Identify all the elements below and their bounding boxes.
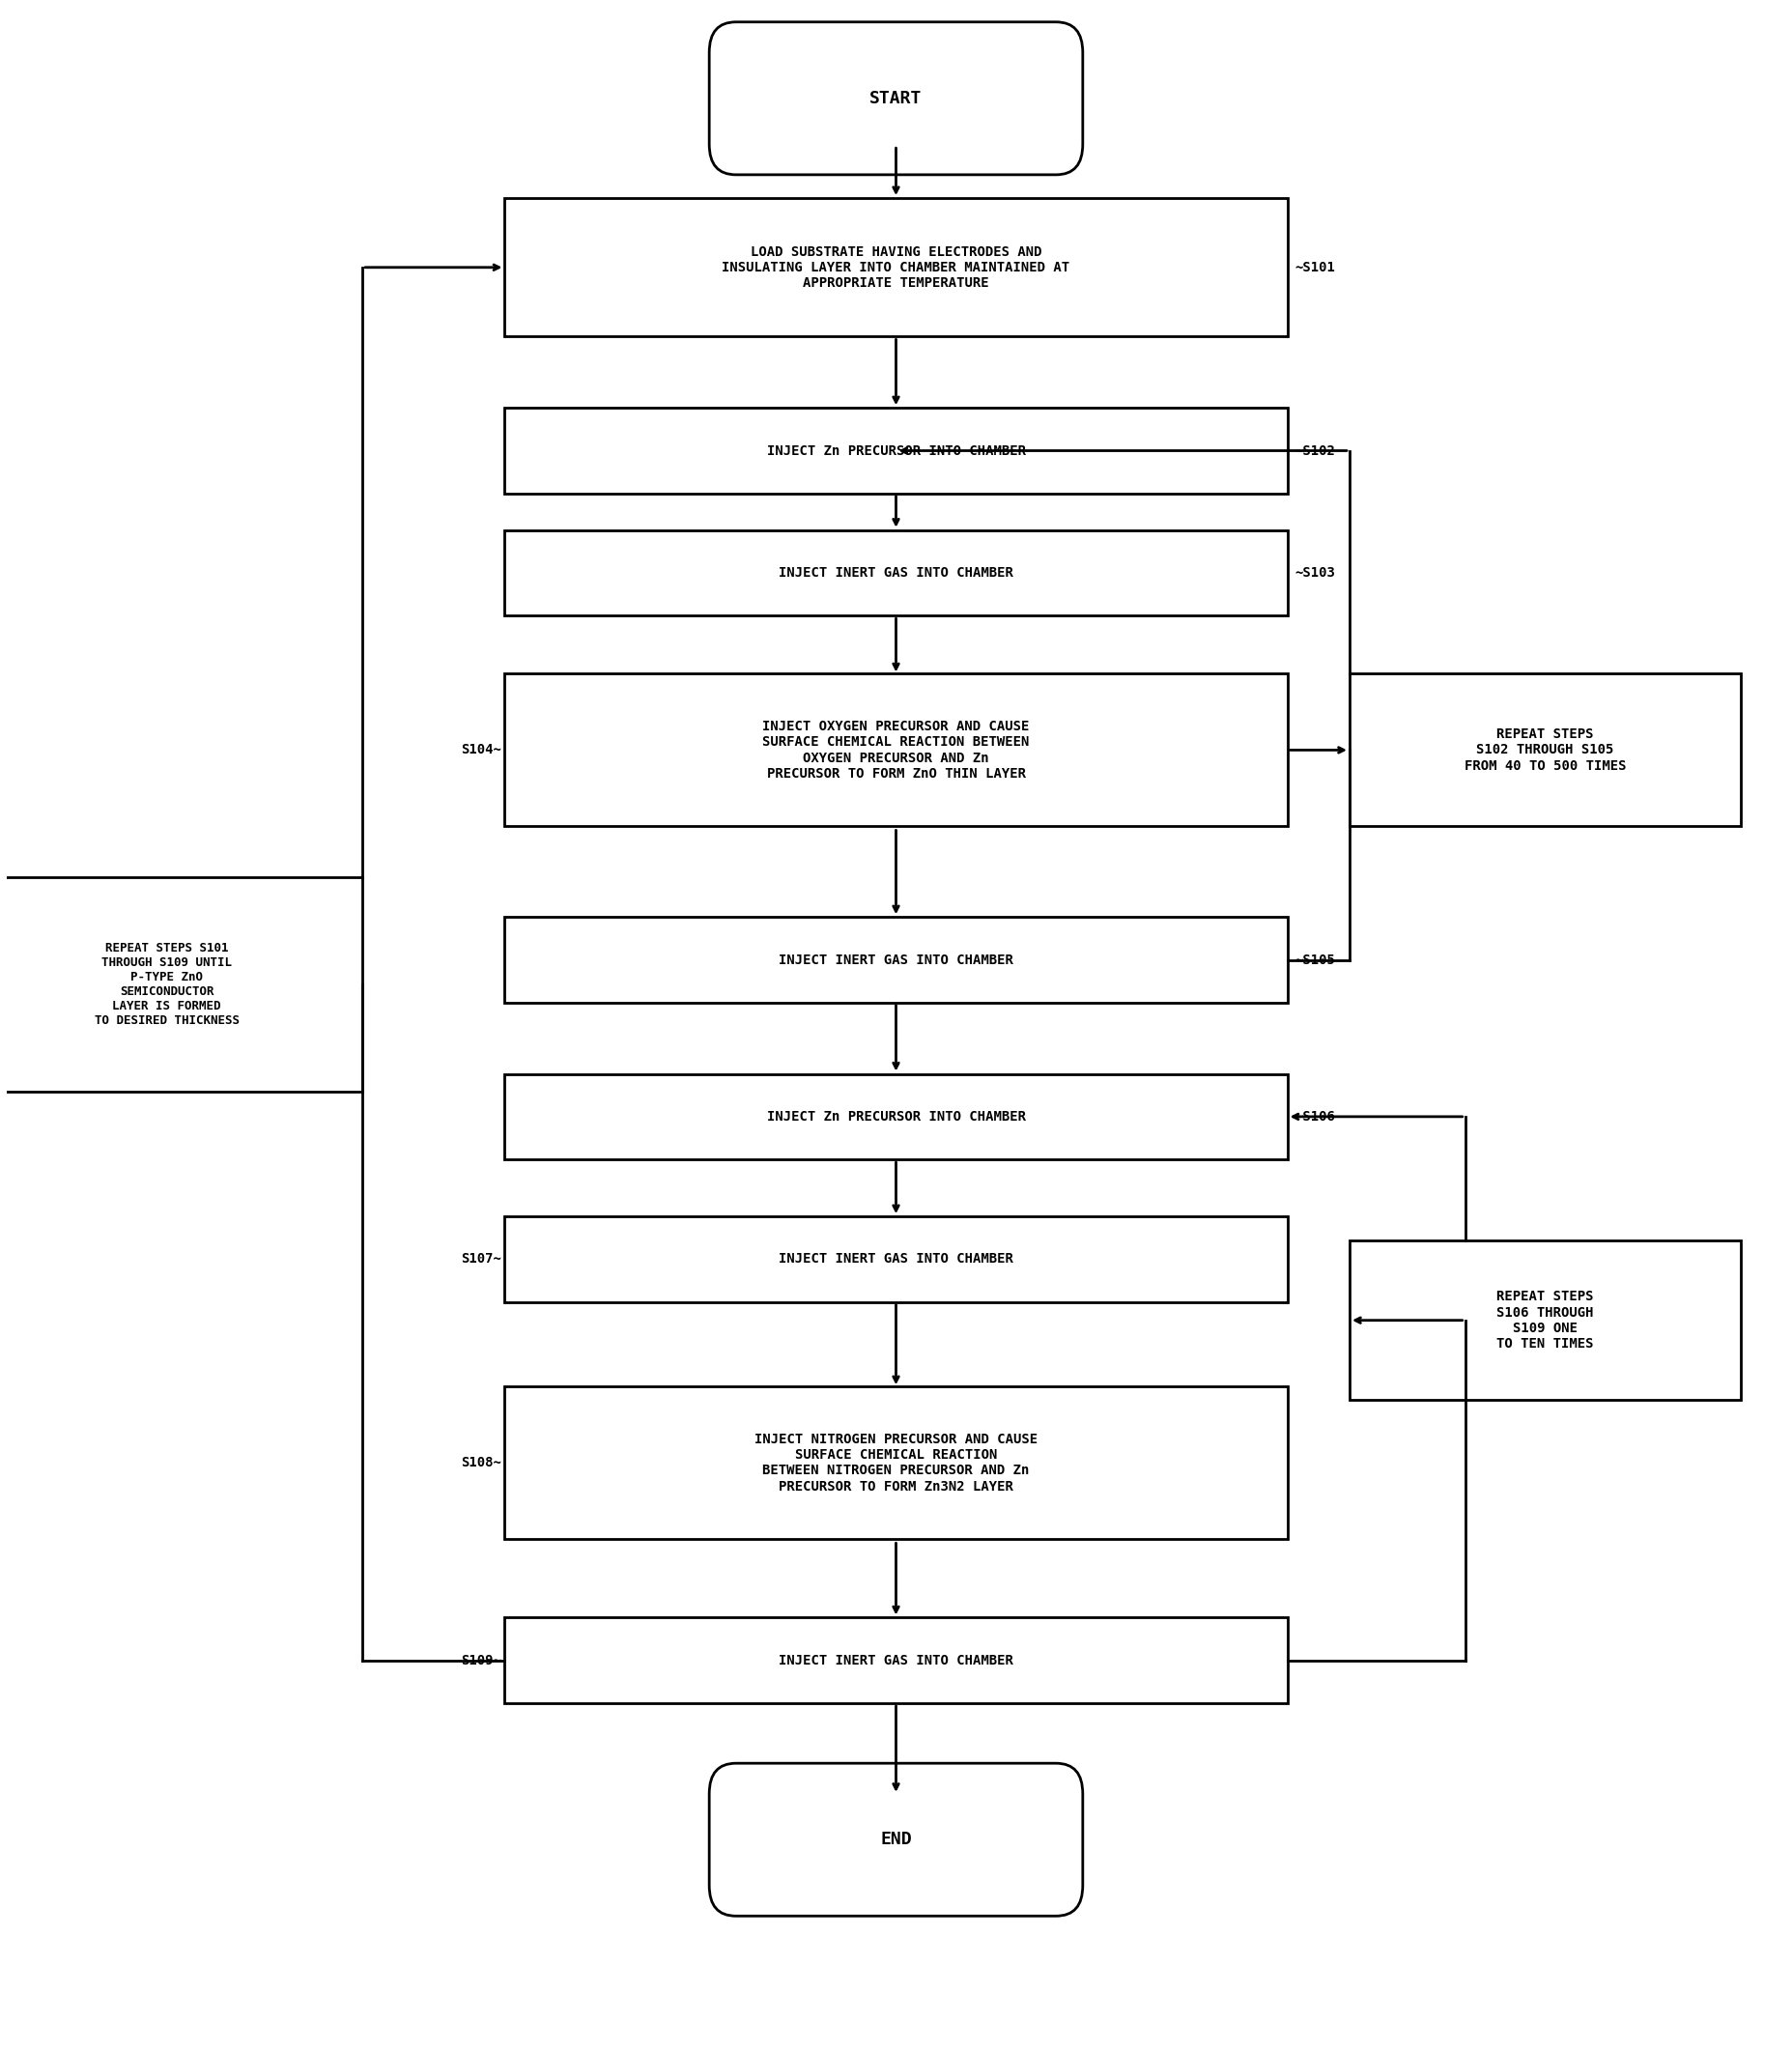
- FancyBboxPatch shape: [710, 23, 1082, 174]
- Text: INJECT INERT GAS INTO CHAMBER: INJECT INERT GAS INTO CHAMBER: [780, 953, 1012, 968]
- Text: REPEAT STEPS S101
THROUGH S109 UNTIL
P-TYPE ZnO
SEMICONDUCTOR
LAYER IS FORMED
TO: REPEAT STEPS S101 THROUGH S109 UNTIL P-T…: [95, 941, 240, 1027]
- Text: INJECT INERT GAS INTO CHAMBER: INJECT INERT GAS INTO CHAMBER: [780, 1253, 1012, 1267]
- Text: ~S105: ~S105: [1294, 953, 1335, 968]
- Bar: [505, 674, 1287, 826]
- Text: INJECT NITROGEN PRECURSOR AND CAUSE
SURFACE CHEMICAL REACTION
BETWEEN NITROGEN P: INJECT NITROGEN PRECURSOR AND CAUSE SURF…: [754, 1433, 1038, 1492]
- Bar: [0, 877, 362, 1091]
- Text: S108~: S108~: [461, 1456, 502, 1470]
- Bar: [505, 199, 1287, 336]
- Text: ~S106: ~S106: [1294, 1109, 1335, 1123]
- Bar: [505, 1386, 1287, 1540]
- Text: INJECT INERT GAS INTO CHAMBER: INJECT INERT GAS INTO CHAMBER: [780, 1654, 1012, 1667]
- Bar: [1349, 674, 1740, 826]
- Bar: [505, 531, 1287, 615]
- Text: S107~: S107~: [461, 1253, 502, 1267]
- Text: REPEAT STEPS
S102 THROUGH S105
FROM 40 TO 500 TIMES: REPEAT STEPS S102 THROUGH S105 FROM 40 T…: [1464, 728, 1625, 773]
- Bar: [1349, 1240, 1740, 1400]
- Text: ~S102: ~S102: [1294, 445, 1335, 457]
- Text: ~S101: ~S101: [1294, 260, 1335, 275]
- Text: S109~: S109~: [461, 1654, 502, 1667]
- Text: INJECT Zn PRECURSOR INTO CHAMBER: INJECT Zn PRECURSOR INTO CHAMBER: [767, 1109, 1025, 1123]
- Bar: [505, 408, 1287, 494]
- Text: START: START: [869, 90, 923, 107]
- Text: LOAD SUBSTRATE HAVING ELECTRODES AND
INSULATING LAYER INTO CHAMBER MAINTAINED AT: LOAD SUBSTRATE HAVING ELECTRODES AND INS…: [722, 246, 1070, 289]
- Text: ~S103: ~S103: [1294, 566, 1335, 580]
- Bar: [505, 916, 1287, 1002]
- Text: INJECT INERT GAS INTO CHAMBER: INJECT INERT GAS INTO CHAMBER: [780, 566, 1012, 580]
- FancyBboxPatch shape: [710, 1763, 1082, 1917]
- Bar: [505, 1617, 1287, 1704]
- Text: END: END: [880, 1831, 912, 1849]
- Text: S104~: S104~: [461, 744, 502, 756]
- Text: INJECT Zn PRECURSOR INTO CHAMBER: INJECT Zn PRECURSOR INTO CHAMBER: [767, 445, 1025, 457]
- Text: INJECT OXYGEN PRECURSOR AND CAUSE
SURFACE CHEMICAL REACTION BETWEEN
OXYGEN PRECU: INJECT OXYGEN PRECURSOR AND CAUSE SURFAC…: [763, 720, 1029, 781]
- Text: REPEAT STEPS
S106 THROUGH
S109 ONE
TO TEN TIMES: REPEAT STEPS S106 THROUGH S109 ONE TO TE…: [1496, 1289, 1593, 1351]
- Bar: [505, 1074, 1287, 1160]
- Bar: [505, 1216, 1287, 1302]
